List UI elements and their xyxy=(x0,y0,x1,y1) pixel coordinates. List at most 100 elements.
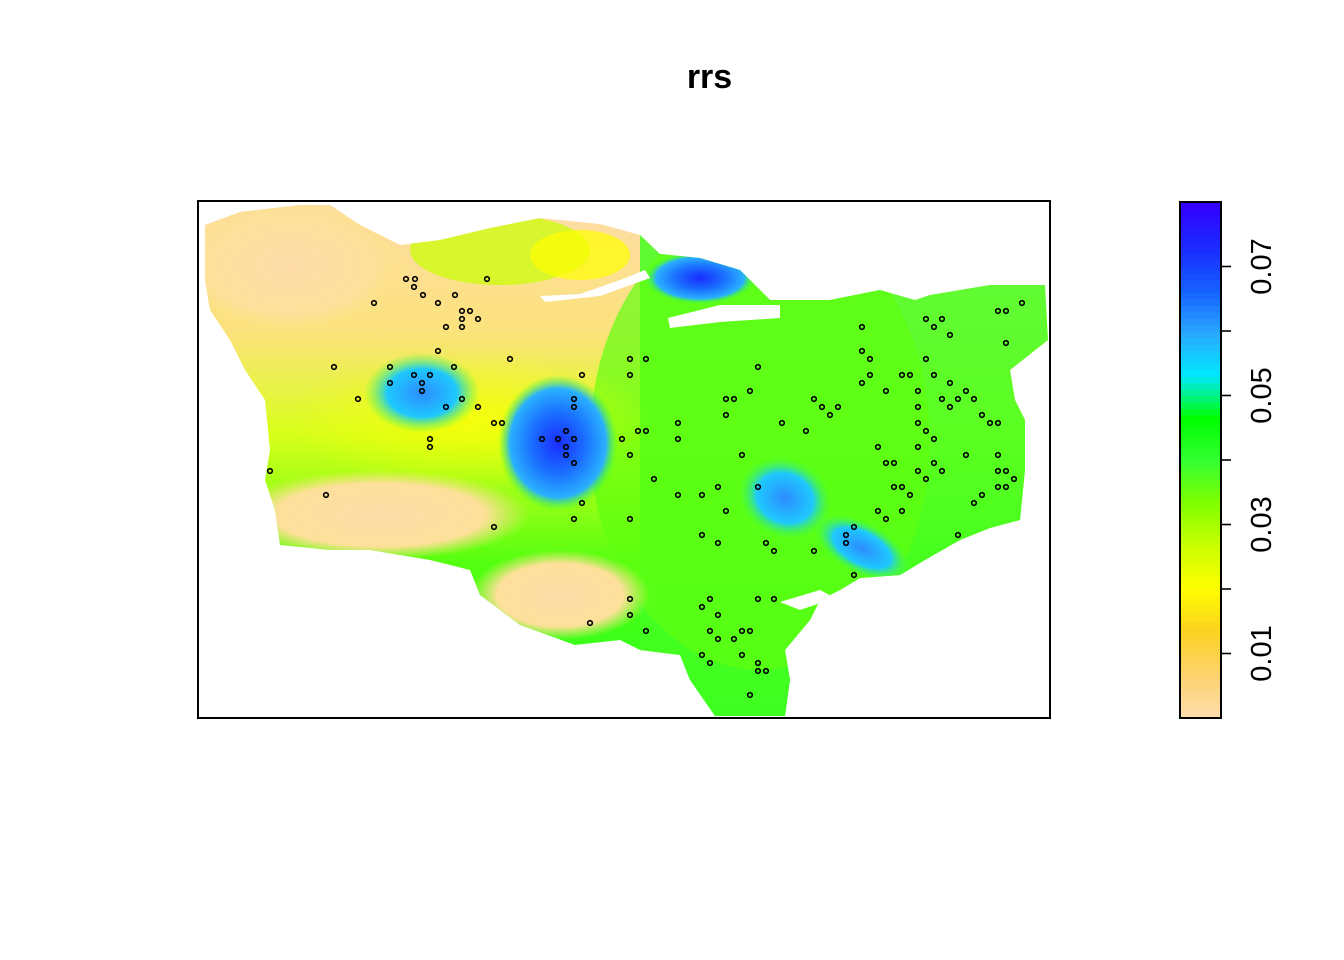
sample-point xyxy=(922,427,930,435)
sample-point xyxy=(674,435,682,443)
sample-point xyxy=(626,451,634,459)
colour-key-band xyxy=(1180,563,1221,571)
sample-point xyxy=(506,355,514,363)
sample-point xyxy=(562,427,570,435)
colour-key-band xyxy=(1180,601,1221,609)
sample-point xyxy=(946,379,954,387)
sample-point xyxy=(770,547,778,555)
sample-point xyxy=(434,347,442,355)
sample-point xyxy=(962,387,970,395)
sample-point xyxy=(994,419,1002,427)
colour-key-band xyxy=(1180,434,1221,442)
colour-key-band xyxy=(1180,543,1221,551)
sample-point xyxy=(419,291,427,299)
sample-point xyxy=(962,451,970,459)
sample-point xyxy=(746,387,754,395)
sample-point xyxy=(330,363,338,371)
colour-key-band xyxy=(1180,466,1221,474)
sample-point xyxy=(946,403,954,411)
sample-point xyxy=(922,315,930,323)
colour-key-band xyxy=(1180,653,1221,661)
sample-point xyxy=(442,323,450,331)
sample-point xyxy=(882,515,890,523)
sample-point xyxy=(874,507,882,515)
sample-point xyxy=(451,291,459,299)
sample-point xyxy=(898,483,906,491)
colour-key-band xyxy=(1180,369,1221,377)
sample-point xyxy=(738,451,746,459)
sample-point xyxy=(858,347,866,355)
sample-point xyxy=(906,491,914,499)
sample-point xyxy=(618,435,626,443)
sample-point xyxy=(642,355,650,363)
sample-point xyxy=(570,515,578,523)
sample-point xyxy=(890,483,898,491)
sample-point xyxy=(930,371,938,379)
sample-point xyxy=(434,299,442,307)
sample-point xyxy=(426,371,434,379)
colour-key-band xyxy=(1180,530,1221,538)
colour-key-band xyxy=(1180,266,1221,274)
colour-key-band xyxy=(1180,518,1221,526)
colour-key-band xyxy=(1180,440,1221,448)
sample-point xyxy=(802,427,810,435)
colour-key-tick-label: 0.07 xyxy=(1246,238,1278,294)
sample-point xyxy=(626,515,634,523)
colour-key-band xyxy=(1180,634,1221,642)
colour-key-band xyxy=(1180,298,1221,306)
sample-point xyxy=(906,371,914,379)
sample-point xyxy=(266,467,274,475)
colour-key-band xyxy=(1180,498,1221,506)
sample-point xyxy=(1002,339,1010,347)
sample-point xyxy=(754,595,762,603)
sample-point xyxy=(483,275,491,283)
sample-point xyxy=(818,403,826,411)
sample-point xyxy=(874,443,882,451)
sample-point xyxy=(386,363,394,371)
colour-key-band xyxy=(1180,221,1221,229)
colour-key-band xyxy=(1180,408,1221,416)
sample-point xyxy=(634,427,642,435)
sample-point xyxy=(698,651,706,659)
sample-point xyxy=(994,451,1002,459)
sample-point xyxy=(578,371,586,379)
sample-point xyxy=(954,395,962,403)
colour-key-band xyxy=(1180,524,1221,532)
colour-key-band xyxy=(1180,260,1221,268)
colour-key-band xyxy=(1180,311,1221,319)
sample-point xyxy=(450,363,458,371)
sample-point xyxy=(402,275,410,283)
sample-point xyxy=(706,627,714,635)
colour-key-band xyxy=(1180,595,1221,603)
sample-point xyxy=(842,539,850,547)
sample-point xyxy=(714,611,722,619)
colour-key-band xyxy=(1180,389,1221,397)
sample-point xyxy=(570,459,578,467)
sample-point xyxy=(370,299,378,307)
colour-key-band xyxy=(1180,208,1221,216)
colour-key-band xyxy=(1180,472,1221,480)
colour-key-band xyxy=(1180,324,1221,332)
sample-point xyxy=(642,627,650,635)
sample-point xyxy=(754,667,762,675)
sample-point xyxy=(698,531,706,539)
sample-point xyxy=(418,387,426,395)
sample-point xyxy=(1002,307,1010,315)
sample-point xyxy=(722,411,730,419)
anomaly-central xyxy=(498,375,618,511)
colour-key-band xyxy=(1180,711,1221,719)
sample-point xyxy=(754,483,762,491)
sample-point xyxy=(938,395,946,403)
colour-key-band xyxy=(1180,227,1221,235)
colour-key-band xyxy=(1180,318,1221,326)
sample-point xyxy=(922,355,930,363)
sample-point xyxy=(730,395,738,403)
colour-key-band xyxy=(1180,537,1221,545)
colour-key-band xyxy=(1180,382,1221,390)
sample-point xyxy=(810,547,818,555)
sample-point xyxy=(858,323,866,331)
colour-key-band xyxy=(1180,343,1221,351)
sample-point xyxy=(746,627,754,635)
sample-point xyxy=(914,467,922,475)
